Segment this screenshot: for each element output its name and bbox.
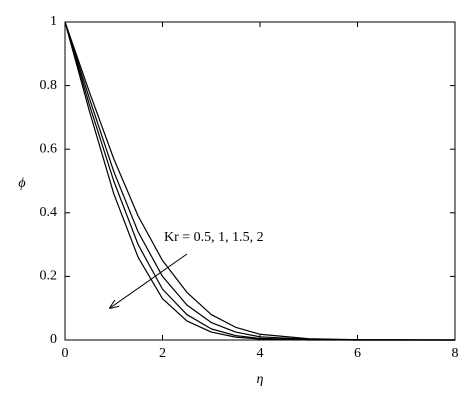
x-tick-label: 2 <box>159 346 166 361</box>
y-tick-label: 0.4 <box>40 205 58 220</box>
x-axis-label: η <box>257 372 264 387</box>
line <box>64 21 456 341</box>
y-tick-label: 0.2 <box>40 269 58 284</box>
x-tick-label: 8 <box>452 346 459 361</box>
y-tick-label: 1 <box>50 14 57 29</box>
y-axis-label: ϕ <box>18 176 25 191</box>
x-tick-label: 0 <box>62 346 69 361</box>
y-tick-label: 0.8 <box>40 78 58 93</box>
annotation-arrow <box>110 253 188 308</box>
x-tick-label: 6 <box>354 346 361 361</box>
annotation: Kr = 0.5, 1, 1.5, 2 <box>164 230 264 245</box>
x-tick-label: 4 <box>257 346 264 361</box>
y-tick-label: 0.6 <box>40 141 58 156</box>
line <box>64 21 455 341</box>
y-tick-label: 0 <box>50 332 57 347</box>
